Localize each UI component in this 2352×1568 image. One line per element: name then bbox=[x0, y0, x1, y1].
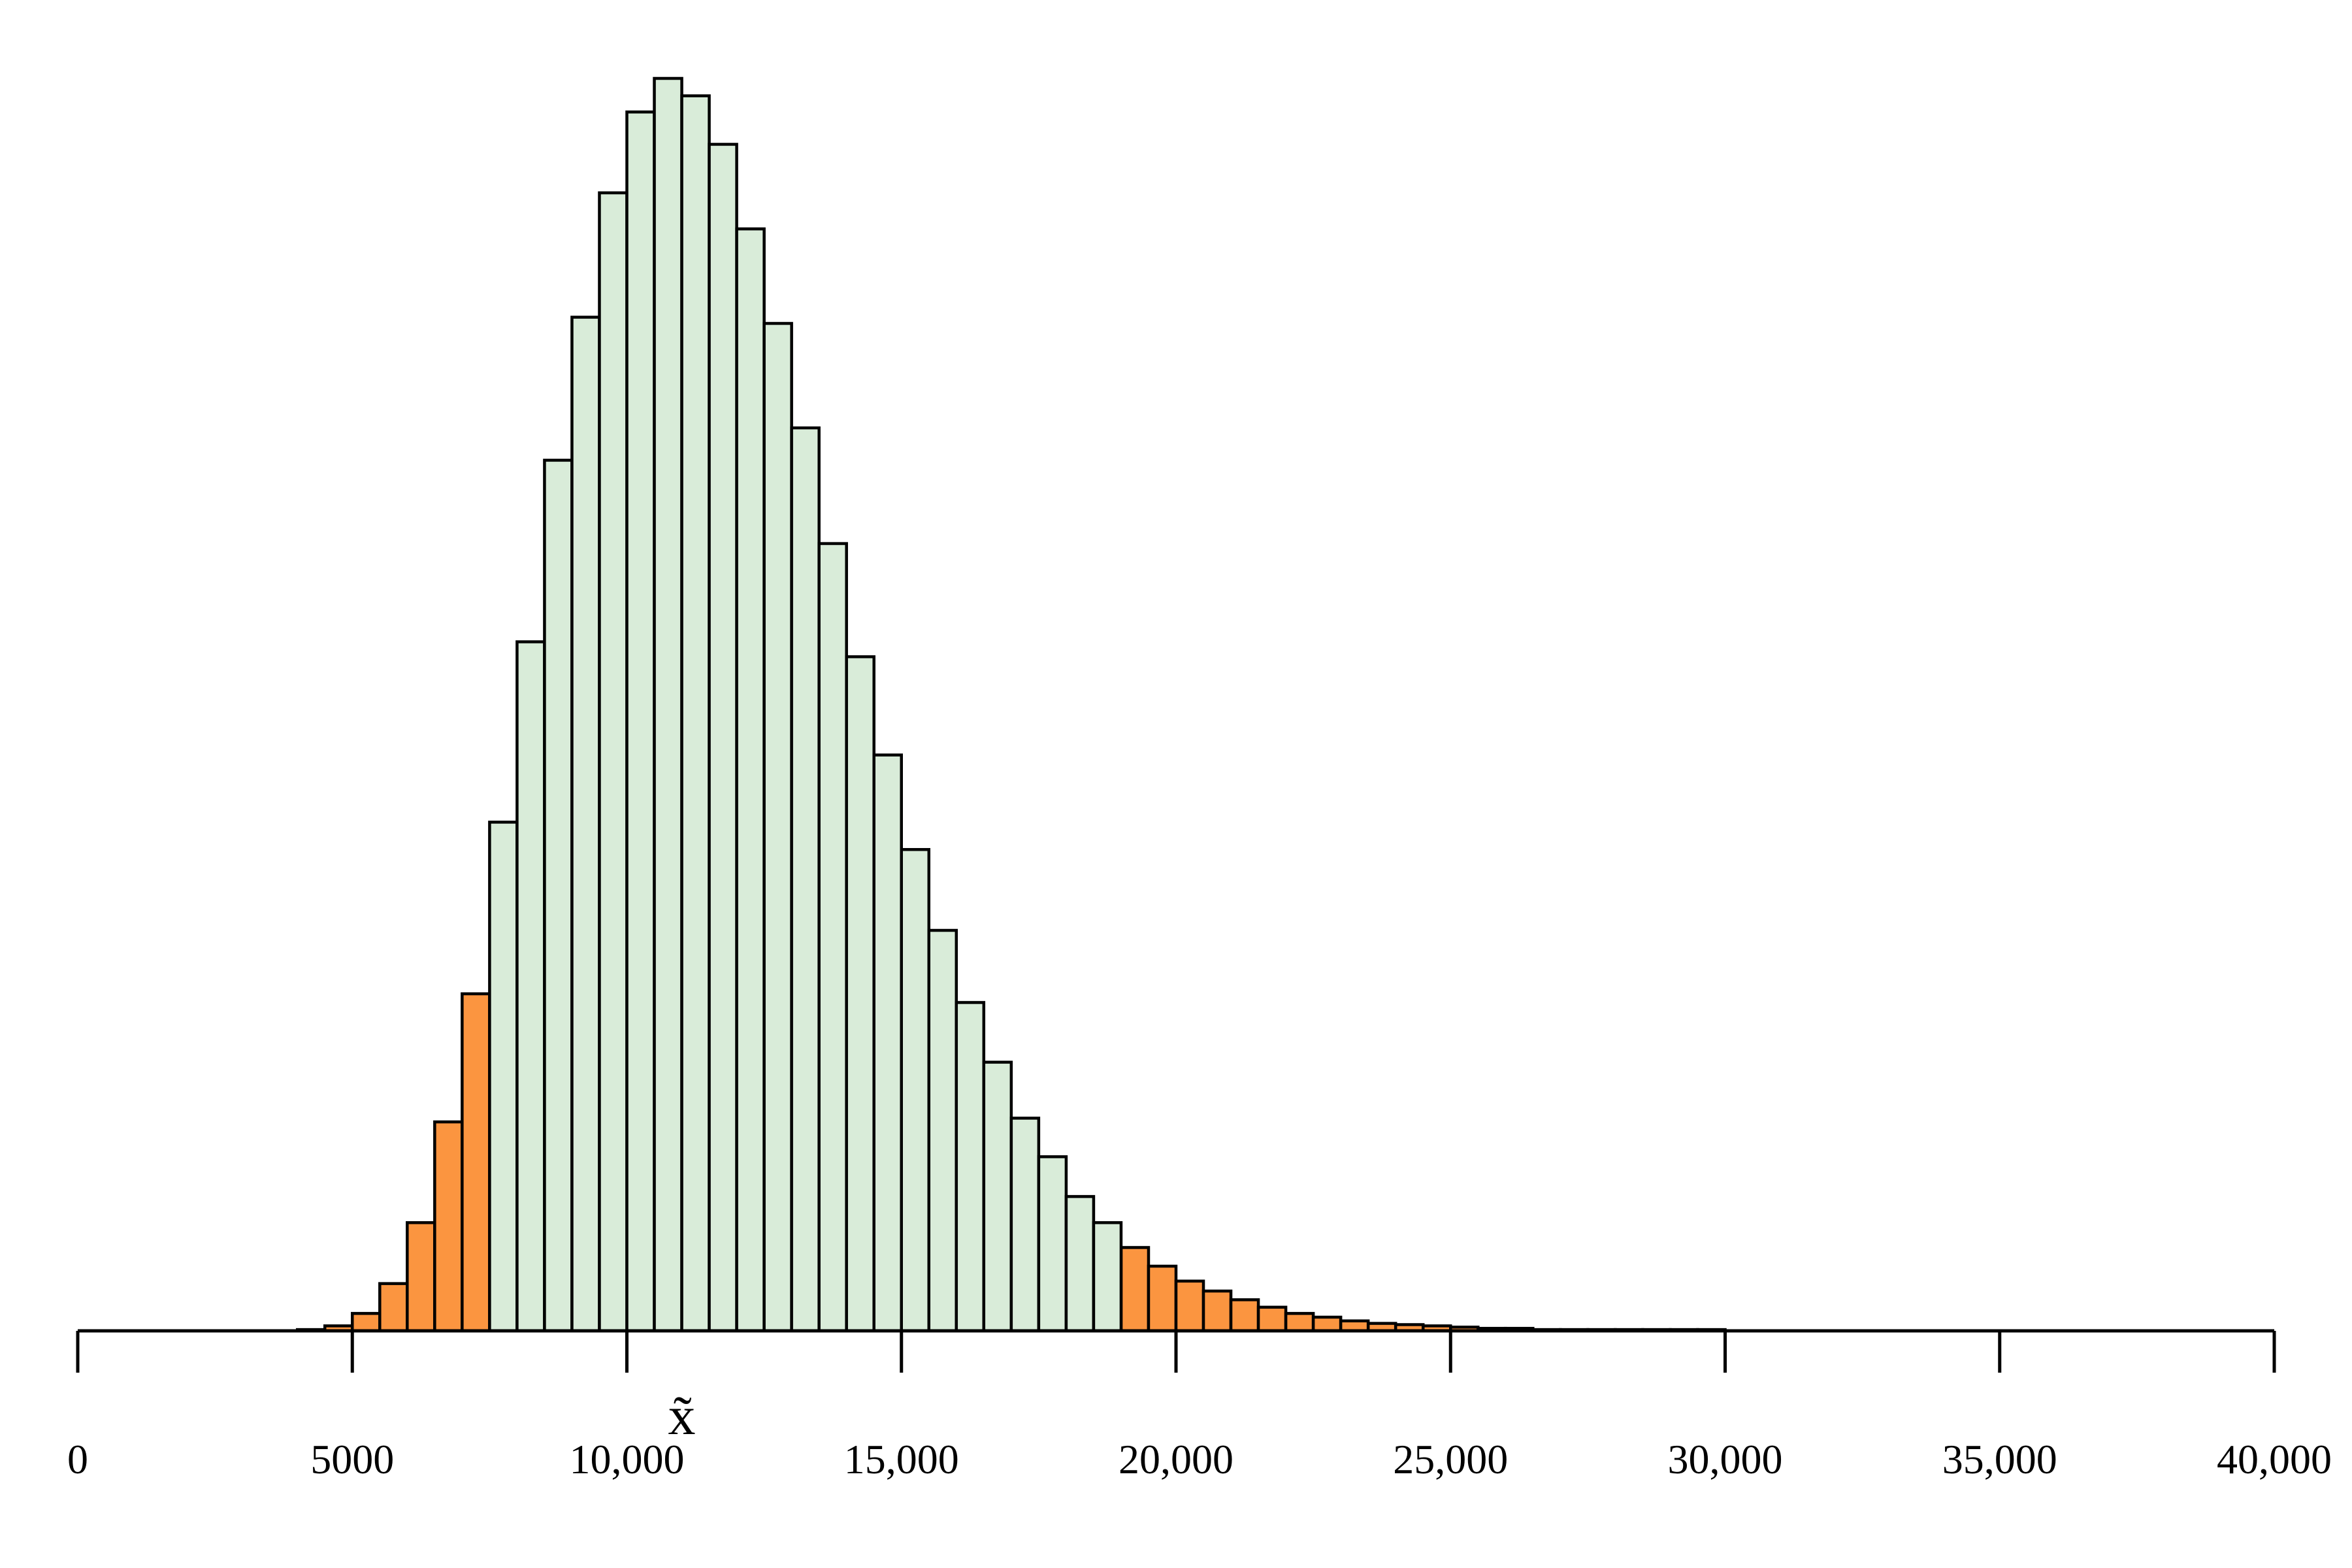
histogram-bar-center bbox=[817, 542, 848, 1333]
histogram-bar-center bbox=[515, 640, 546, 1333]
histogram-bar-center bbox=[982, 1060, 1013, 1333]
x-tick-label: 15,000 bbox=[844, 1436, 959, 1482]
histogram-bar-center bbox=[762, 321, 793, 1333]
x-tick-label: 40,000 bbox=[2217, 1436, 2332, 1482]
histogram-bar-center bbox=[708, 142, 738, 1333]
bars-layer bbox=[295, 76, 1727, 1333]
histogram-bar-center bbox=[845, 655, 875, 1333]
histogram-bar-center bbox=[927, 928, 958, 1333]
x-tick-label: 20,000 bbox=[1119, 1436, 1233, 1482]
histogram-bar-center bbox=[598, 191, 629, 1333]
histogram-bar-tail bbox=[1174, 1279, 1205, 1333]
histogram-bar-center bbox=[570, 316, 601, 1333]
x-tick-label: 35,000 bbox=[1942, 1436, 2057, 1482]
x-tick-label: 0 bbox=[67, 1436, 88, 1482]
histogram-bar-center bbox=[790, 426, 821, 1333]
histogram-bar-center bbox=[543, 459, 574, 1333]
histogram-bar-center bbox=[653, 76, 683, 1333]
histogram-bar-tail bbox=[1256, 1305, 1288, 1333]
x-tick-label: 25,000 bbox=[1393, 1436, 1508, 1482]
histogram-bar-center bbox=[488, 821, 519, 1333]
histogram-bar-center bbox=[625, 110, 656, 1333]
histogram-bar-center bbox=[1009, 1117, 1041, 1333]
histogram-bar-tail bbox=[1311, 1315, 1343, 1333]
histogram-bar-tail bbox=[1284, 1312, 1315, 1333]
histogram-bar-tail bbox=[1119, 1246, 1151, 1333]
histogram-bar-center bbox=[735, 227, 766, 1333]
histogram-bar-center bbox=[872, 753, 903, 1333]
histogram-bar-center bbox=[1064, 1195, 1096, 1333]
histogram-bar-tail bbox=[351, 1312, 382, 1333]
histogram-bar-tail bbox=[1229, 1298, 1260, 1333]
x-tick-label: 30,000 bbox=[1668, 1436, 1783, 1482]
histogram-bar-tail bbox=[1201, 1289, 1233, 1333]
median-marker-label: x̃ bbox=[668, 1386, 696, 1446]
x-tick-label: 5000 bbox=[310, 1436, 394, 1482]
x-tick-label: 10,000 bbox=[570, 1436, 685, 1482]
histogram-bar-tail bbox=[406, 1221, 436, 1333]
x-axis: 0 5000 10,000 15,000 20,000 25,000 30,000 35,00… bbox=[67, 1329, 2332, 1482]
histogram-bar-center bbox=[680, 94, 711, 1333]
histogram-bar-center bbox=[1092, 1221, 1123, 1333]
histogram-bar-tail bbox=[1147, 1264, 1178, 1333]
histogram-bar-tail bbox=[461, 992, 491, 1333]
histogram-bar-tail bbox=[378, 1282, 409, 1333]
median-marker: x̃ bbox=[668, 1386, 696, 1446]
histogram-bar-center bbox=[955, 1001, 986, 1333]
histogram-bar-center bbox=[1037, 1155, 1068, 1333]
histogram-bar-center bbox=[900, 848, 931, 1333]
histogram-bar-tail bbox=[433, 1120, 464, 1333]
